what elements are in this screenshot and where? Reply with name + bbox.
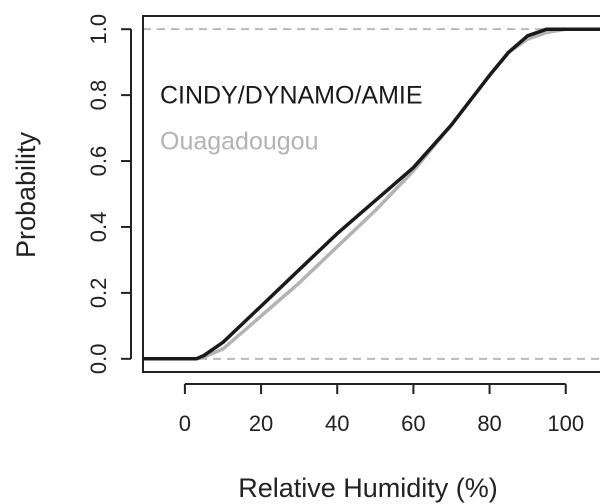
series-line (143, 27, 600, 361)
y-tick-label: 1.0 (86, 14, 111, 45)
series-line (143, 27, 600, 361)
x-tick-label: 0 (179, 411, 191, 436)
y-tick-label: 0.4 (86, 212, 111, 243)
x-tick-label: 80 (477, 411, 501, 436)
y-tick-label: 0.0 (86, 344, 111, 375)
x-axis-title: Relative Humidity (%) (238, 473, 498, 503)
x-tick-label: 40 (325, 411, 349, 436)
legend-label: Ouagadougou (160, 128, 318, 156)
y-tick-label: 0.2 (86, 278, 111, 309)
plot-frame (142, 15, 600, 373)
x-tick-label: 60 (401, 411, 425, 436)
y-tick-label: 0.8 (86, 80, 111, 111)
legend-label: CINDY/DYNAMO/AMIE (160, 82, 423, 110)
x-tick-label: 100 (547, 411, 584, 436)
x-tick-label: 20 (249, 411, 273, 436)
y-axis-title: Probability (11, 131, 41, 258)
y-tick-label: 0.6 (86, 146, 111, 177)
